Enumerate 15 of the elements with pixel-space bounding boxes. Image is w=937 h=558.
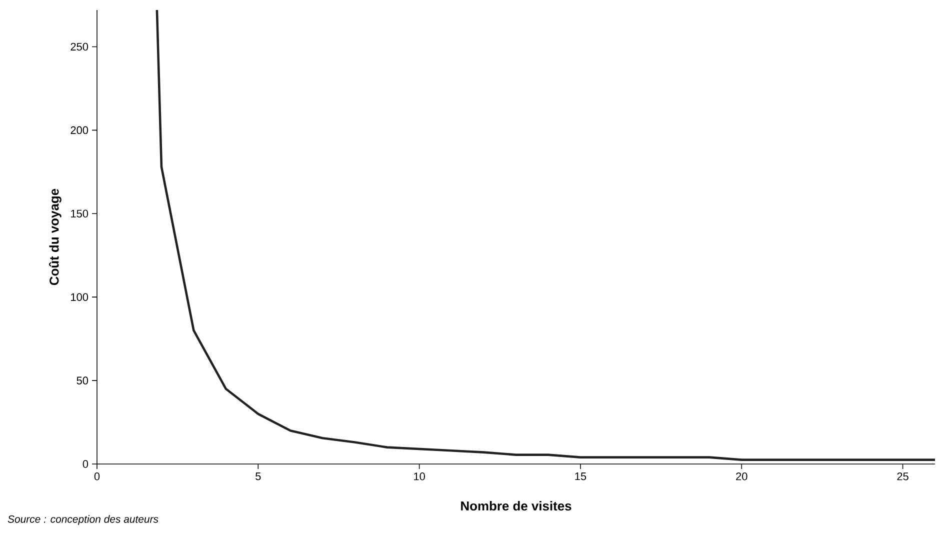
x-tick-label: 20: [736, 472, 748, 480]
y-tick-label: 250: [70, 42, 88, 51]
x-tick-label: 25: [897, 472, 908, 480]
y-tick-label: 150: [71, 210, 88, 218]
source-note: Source : conception des auteurs: [8, 515, 158, 525]
x-tick-label: 5: [256, 472, 261, 480]
x-axis-title: Nombre de visites: [461, 501, 572, 511]
y-tick-label: 200: [70, 126, 88, 134]
y-tick-label: 0: [82, 460, 88, 468]
x-tick-label: 0: [94, 472, 100, 480]
x-tick-label: 15: [575, 472, 586, 480]
x-tick-label: 10: [414, 472, 425, 480]
y-tick-label: 100: [71, 293, 88, 301]
y-tick-label: 50: [76, 376, 88, 384]
y-axis-title: Coût du voyage: [48, 188, 62, 286]
